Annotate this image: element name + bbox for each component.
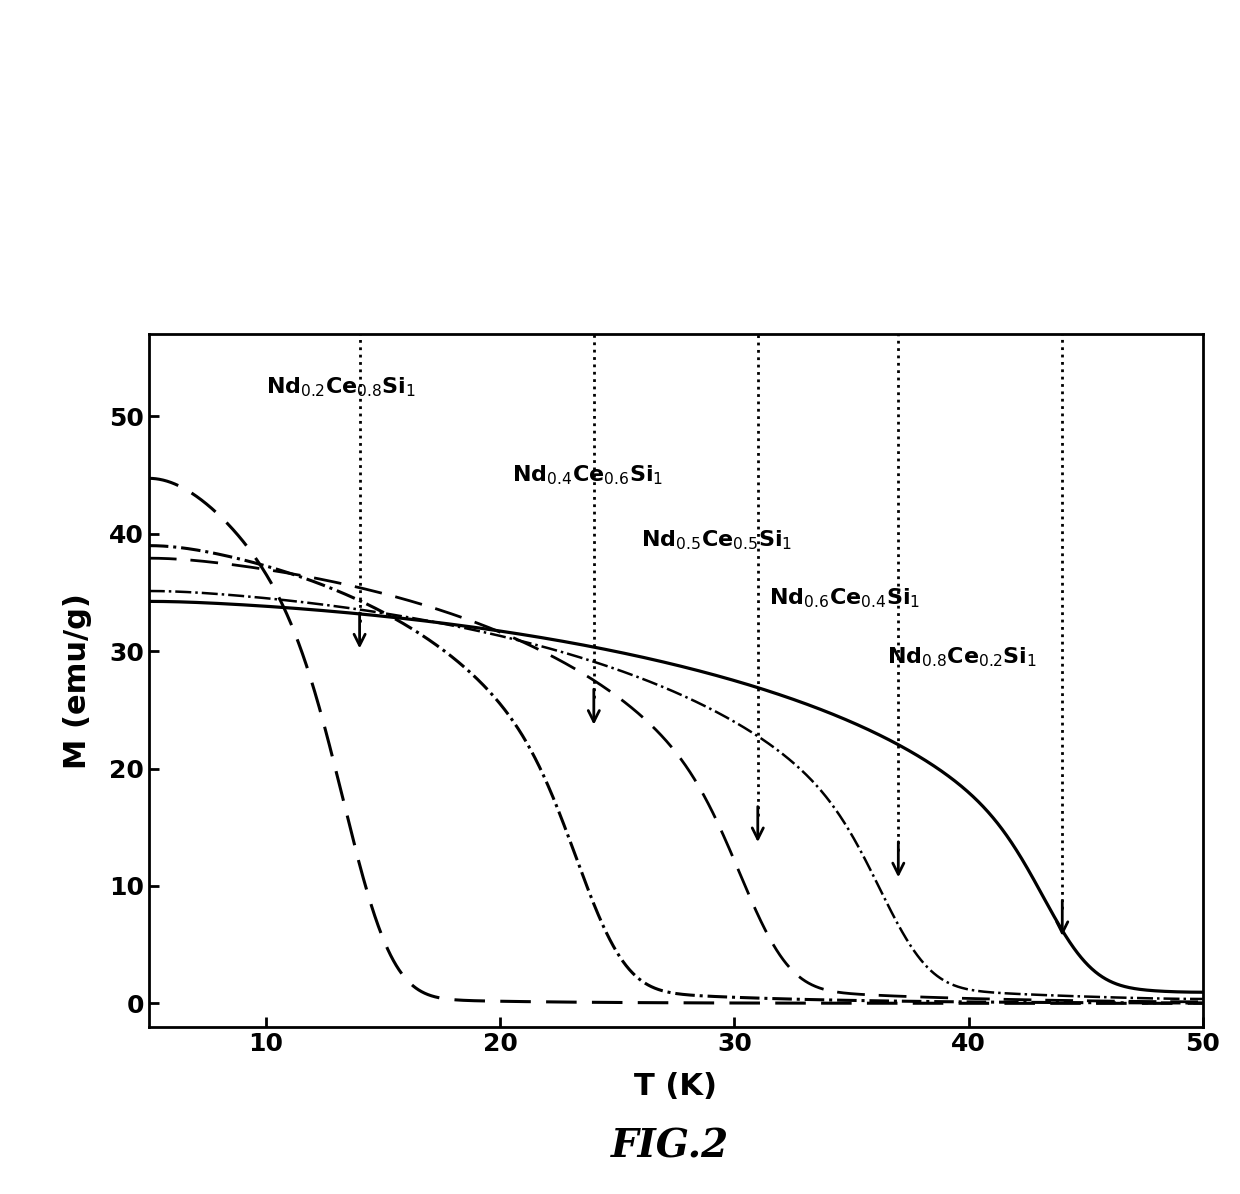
Y-axis label: M (emu/g): M (emu/g) xyxy=(63,592,92,769)
X-axis label: T (K): T (K) xyxy=(635,1072,717,1101)
Text: FIG.2: FIG.2 xyxy=(610,1127,729,1165)
Text: Nd$_{0.5}$Ce$_{0.5}$Si$_1$: Nd$_{0.5}$Ce$_{0.5}$Si$_1$ xyxy=(641,528,792,552)
Text: Nd$_{0.6}$Ce$_{0.4}$Si$_1$: Nd$_{0.6}$Ce$_{0.4}$Si$_1$ xyxy=(770,586,921,610)
Text: Nd$_{0.8}$Ce$_{0.2}$Si$_1$: Nd$_{0.8}$Ce$_{0.2}$Si$_1$ xyxy=(887,646,1037,669)
Text: Nd$_{0.2}$Ce$_{0.8}$Si$_1$: Nd$_{0.2}$Ce$_{0.8}$Si$_1$ xyxy=(265,375,415,399)
Text: Nd$_{0.4}$Ce$_{0.6}$Si$_1$: Nd$_{0.4}$Ce$_{0.6}$Si$_1$ xyxy=(512,463,663,487)
